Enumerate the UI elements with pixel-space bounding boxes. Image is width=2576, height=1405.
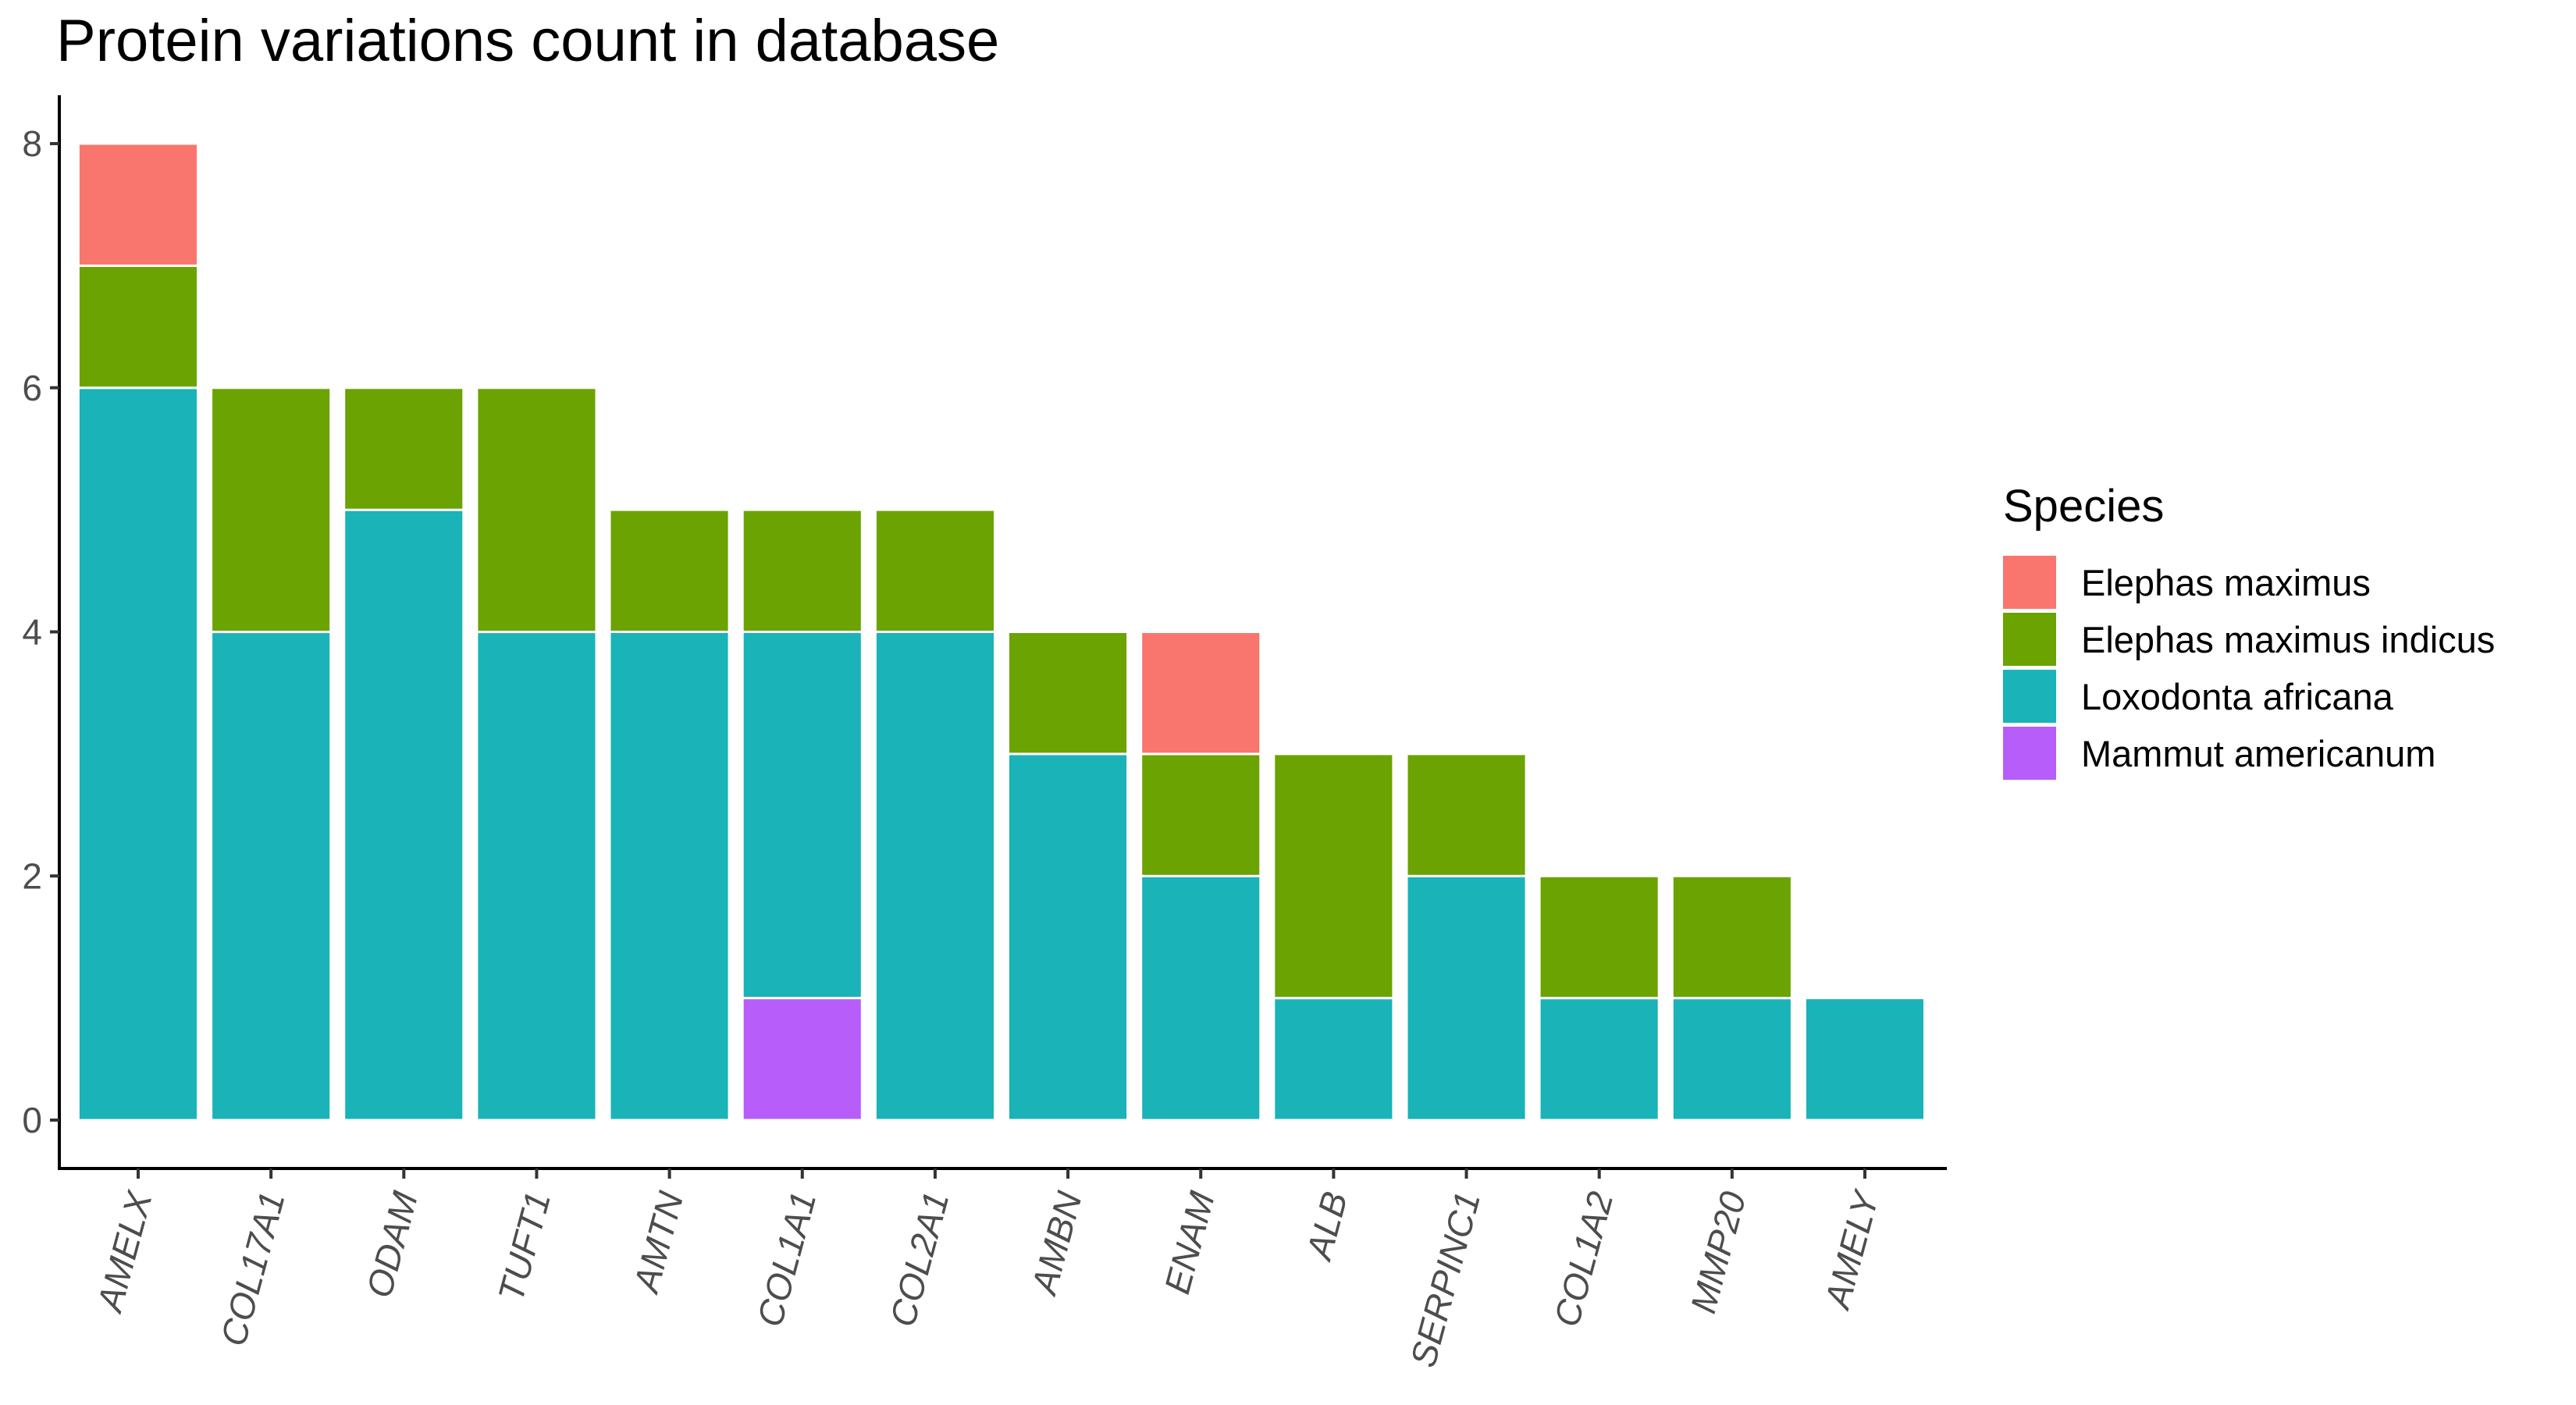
legend-key-mammut-americanum[interactable] bbox=[2003, 727, 2056, 780]
bar-segment-col2a1-elephas-maximus-indicus[interactable] bbox=[873, 508, 997, 633]
bar-segment-col1a1-elephas-maximus-indicus[interactable] bbox=[741, 508, 863, 633]
legend-label-mammut-americanum: Mammut americanum bbox=[2081, 733, 2435, 774]
bar-segment-tuft1-elephas-maximus-indicus[interactable] bbox=[475, 386, 598, 634]
bar-segment-tuft1-loxodonta-africana[interactable] bbox=[475, 631, 598, 1122]
legend-label-elephas-maximus-indicus: Elephas maximus indicus bbox=[2081, 619, 2495, 660]
bar-segment-alb-elephas-maximus-indicus[interactable] bbox=[1272, 752, 1395, 1000]
bar-segment-amely-loxodonta-africana[interactable] bbox=[1803, 997, 1926, 1122]
bar-segment-amelx-elephas-maximus-indicus[interactable] bbox=[76, 264, 200, 389]
y-tick-label: 0 bbox=[22, 1100, 42, 1140]
legend-key-loxodonta-africana[interactable] bbox=[2003, 670, 2056, 723]
bar-segment-ambn-elephas-maximus-indicus[interactable] bbox=[1007, 631, 1130, 756]
bar-segment-odam-elephas-maximus-indicus[interactable] bbox=[343, 386, 465, 511]
bar-segment-col17a1-elephas-maximus-indicus[interactable] bbox=[210, 386, 333, 634]
x-tick-label-tuft1: TUFT1 bbox=[490, 1187, 558, 1306]
bar-segment-mmp20-elephas-maximus-indicus[interactable] bbox=[1670, 874, 1793, 1000]
y-tick-label: 4 bbox=[22, 612, 42, 653]
legend: Species Elephas maximus Elephas maximus i… bbox=[2003, 481, 2495, 780]
x-tick-label-enam: ENAM bbox=[1156, 1186, 1222, 1297]
bar-segment-enam-loxodonta-africana[interactable] bbox=[1140, 874, 1262, 1122]
bar-segment-col1a1-loxodonta-africana[interactable] bbox=[741, 631, 863, 1000]
x-tick-label-alb: ALB bbox=[1298, 1187, 1356, 1265]
bar-segment-mmp20-loxodonta-africana[interactable] bbox=[1670, 997, 1793, 1122]
x-tick-label-mmp20: MMP20 bbox=[1682, 1187, 1753, 1318]
x-tick-label-col17a1: COL17A1 bbox=[212, 1187, 293, 1350]
bar-segment-col1a2-loxodonta-africana[interactable] bbox=[1538, 997, 1660, 1122]
legend-key-elephas-maximus[interactable] bbox=[2003, 556, 2056, 609]
x-tick-label-amely: AMELY bbox=[1816, 1185, 1887, 1314]
bar-segment-amtn-elephas-maximus-indicus[interactable] bbox=[608, 508, 731, 633]
y-tick-label: 8 bbox=[22, 123, 42, 164]
bars-layer bbox=[76, 142, 1926, 1122]
bar-segment-serpinc1-elephas-maximus-indicus[interactable] bbox=[1405, 752, 1528, 877]
x-tick-label-col2a1: COL2A1 bbox=[882, 1187, 957, 1331]
bar-segment-enam-elephas-maximus[interactable] bbox=[1140, 631, 1262, 756]
bar-segment-col1a2-elephas-maximus-indicus[interactable] bbox=[1538, 874, 1660, 1000]
bar-segment-col2a1-loxodonta-africana[interactable] bbox=[873, 631, 997, 1122]
x-tick-label-amtn: AMTN bbox=[625, 1186, 692, 1298]
x-tick-label-serpinc1: SERPINC1 bbox=[1402, 1187, 1488, 1371]
legend-label-loxodonta-africana: Loxodonta africana bbox=[2081, 676, 2394, 717]
legend-key-elephas-maximus-indicus[interactable] bbox=[2003, 613, 2056, 666]
legend-label-elephas-maximus: Elephas maximus bbox=[2081, 562, 2371, 603]
bar-segment-col1a1-mammut-americanum[interactable] bbox=[741, 997, 863, 1122]
bar-segment-alb-loxodonta-africana[interactable] bbox=[1272, 997, 1395, 1122]
chart-title: Protein variations count in database bbox=[56, 8, 999, 74]
bar-segment-amelx-elephas-maximus[interactable] bbox=[76, 142, 200, 267]
y-tick-label: 6 bbox=[22, 368, 42, 408]
bar-segment-amtn-loxodonta-africana[interactable] bbox=[608, 631, 731, 1122]
bar-segment-odam-loxodonta-africana[interactable] bbox=[343, 508, 465, 1122]
legend-title: Species bbox=[2003, 481, 2164, 532]
bar-segment-enam-elephas-maximus-indicus[interactable] bbox=[1140, 752, 1262, 877]
bar-segment-col17a1-loxodonta-africana[interactable] bbox=[210, 631, 333, 1122]
bar-segment-ambn-loxodonta-africana[interactable] bbox=[1007, 752, 1130, 1122]
x-tick-label-amelx: AMELX bbox=[88, 1186, 160, 1318]
bar-segment-amelx-loxodonta-africana[interactable] bbox=[76, 386, 200, 1122]
x-tick-label-ambn: AMBN bbox=[1023, 1186, 1090, 1300]
bar-segment-serpinc1-loxodonta-africana[interactable] bbox=[1405, 874, 1528, 1122]
x-tick-label-col1a1: COL1A1 bbox=[749, 1187, 824, 1331]
x-tick-label-col1a2: COL1A2 bbox=[1546, 1187, 1621, 1331]
x-tick-label-odam: ODAM bbox=[358, 1186, 425, 1301]
y-tick-label: 2 bbox=[22, 855, 42, 896]
